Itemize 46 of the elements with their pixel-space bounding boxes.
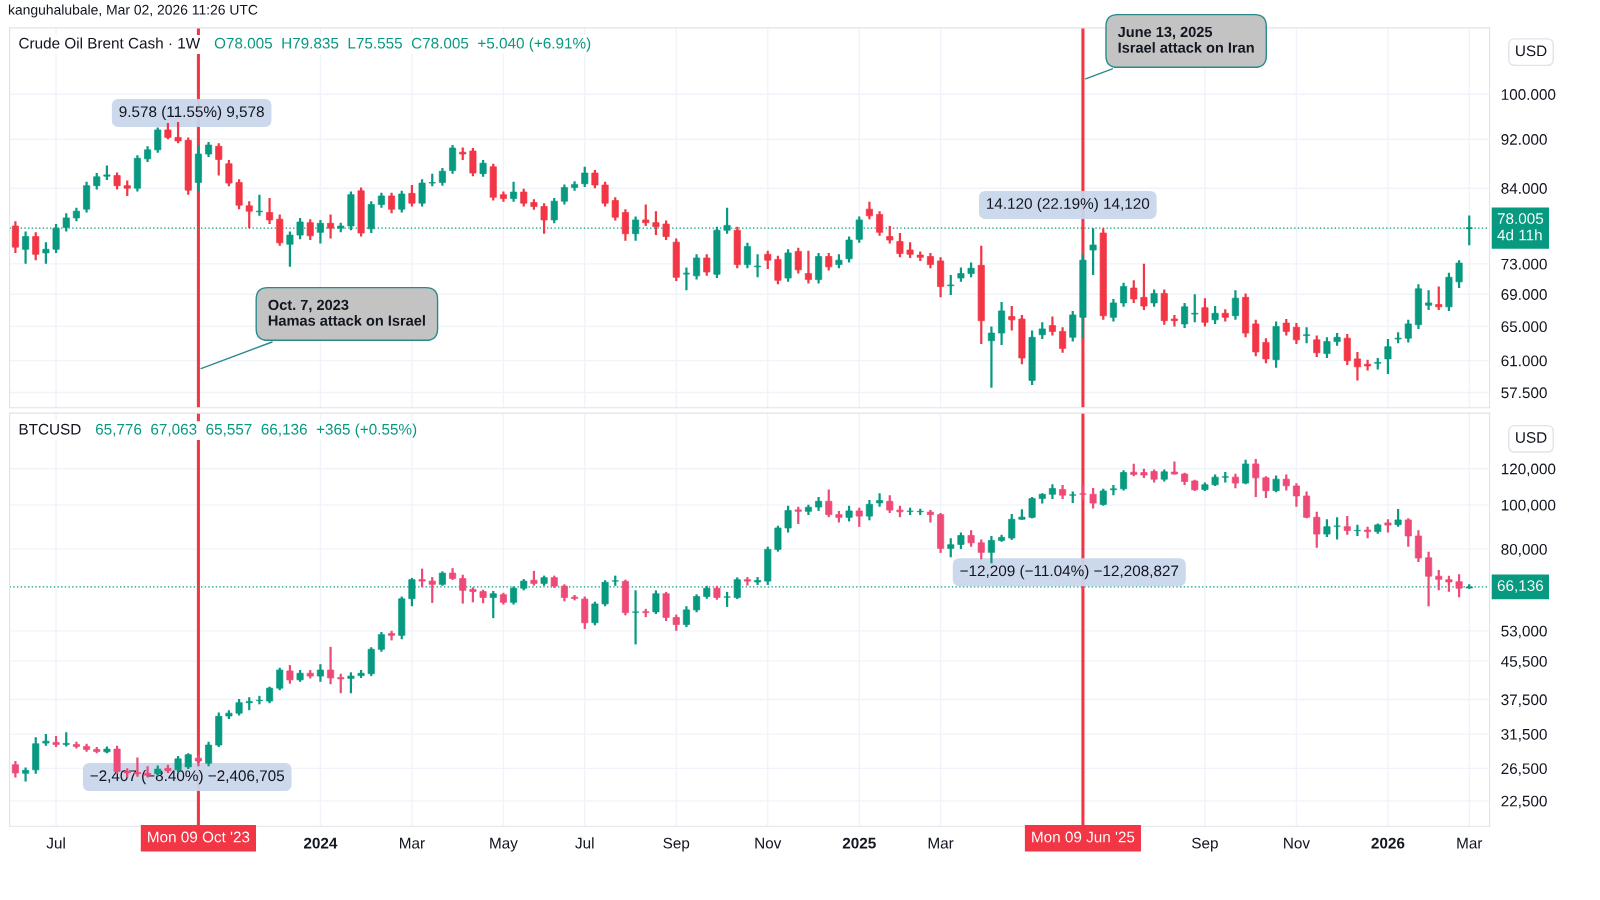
ref-line-label: 66,136 xyxy=(1497,580,1544,593)
y-tick-label: 53,000 xyxy=(1501,625,1547,639)
x-tick-label: Nov xyxy=(755,837,782,849)
x-tick-label: 2024 xyxy=(303,837,338,849)
y-tick-label: 100,000 xyxy=(1501,499,1556,513)
text: kanguhalubale, Mar 02, 2026 11:26 UTC xyxy=(8,4,258,18)
y-tick-label: 80,000 xyxy=(1501,544,1547,557)
x-tick-label: Mar xyxy=(928,837,954,849)
y-tick-label: 26,500 xyxy=(1501,763,1547,776)
annotation: 9.578 (11.55%) 9,578 xyxy=(119,105,264,121)
x-tick-label: Mar xyxy=(1457,837,1483,849)
y-axis-title: USD xyxy=(1516,432,1547,443)
y-tick-label: 61.000 xyxy=(1501,355,1547,367)
x-tick-label: Jul xyxy=(575,837,594,849)
ref-line-label: Mon 09 Oct '23 xyxy=(148,831,250,843)
y-tick-label: 92.000 xyxy=(1501,134,1547,145)
ref-line-label: 78.005 4d 11h xyxy=(1497,213,1544,241)
annotation: June 13, 2025 Israel attack on Iran xyxy=(1117,26,1254,53)
y-axis-title: USD xyxy=(1516,45,1547,57)
x-tick-label: Sep xyxy=(1192,837,1218,852)
annotation: Oct. 7, 2023 Hamas attack on Israel xyxy=(268,299,425,326)
text: BTCUSD xyxy=(19,423,81,435)
x-tick-label: Nov xyxy=(1284,837,1310,849)
y-tick-label: 73.000 xyxy=(1501,258,1547,270)
x-tick-label: 2026 xyxy=(1371,837,1405,849)
y-tick-label: 22,500 xyxy=(1501,795,1547,809)
chart-title: Crude Oil Brent Cash · 1W xyxy=(19,37,201,49)
y-tick-label: 37,500 xyxy=(1501,694,1547,707)
y-tick-label: 31,500 xyxy=(1501,728,1547,742)
text: O78.005 H79.835 L75.555 C78.005 +5.040 (+6.91%) xyxy=(214,37,591,52)
annotation: −12,209 (−11.04%) −12,208,827 xyxy=(960,565,1179,580)
y-tick-label: 65.000 xyxy=(1501,321,1547,333)
x-tick-label: 2025 xyxy=(842,837,876,849)
y-tick-label: 69.000 xyxy=(1501,289,1547,300)
x-tick-label: May xyxy=(490,837,518,852)
x-tick-label: Jul xyxy=(46,837,65,849)
y-tick-label: 100.000 xyxy=(1501,89,1556,100)
x-tick-label: Sep xyxy=(663,837,690,852)
y-tick-label: 120,000 xyxy=(1501,463,1556,477)
annotation: 14.120 (22.19%) 14,120 xyxy=(987,197,1150,212)
x-tick-label: Mar xyxy=(400,837,425,849)
ref-line-label: Mon 09 Jun '25 xyxy=(1032,831,1135,843)
y-tick-label: 84.000 xyxy=(1501,183,1547,194)
text: 65,776 67,063 65,557 66,136 +365 (+0.55%) xyxy=(95,423,417,438)
y-tick-label: 57.500 xyxy=(1501,387,1547,399)
y-tick-label: 45,500 xyxy=(1501,655,1547,669)
